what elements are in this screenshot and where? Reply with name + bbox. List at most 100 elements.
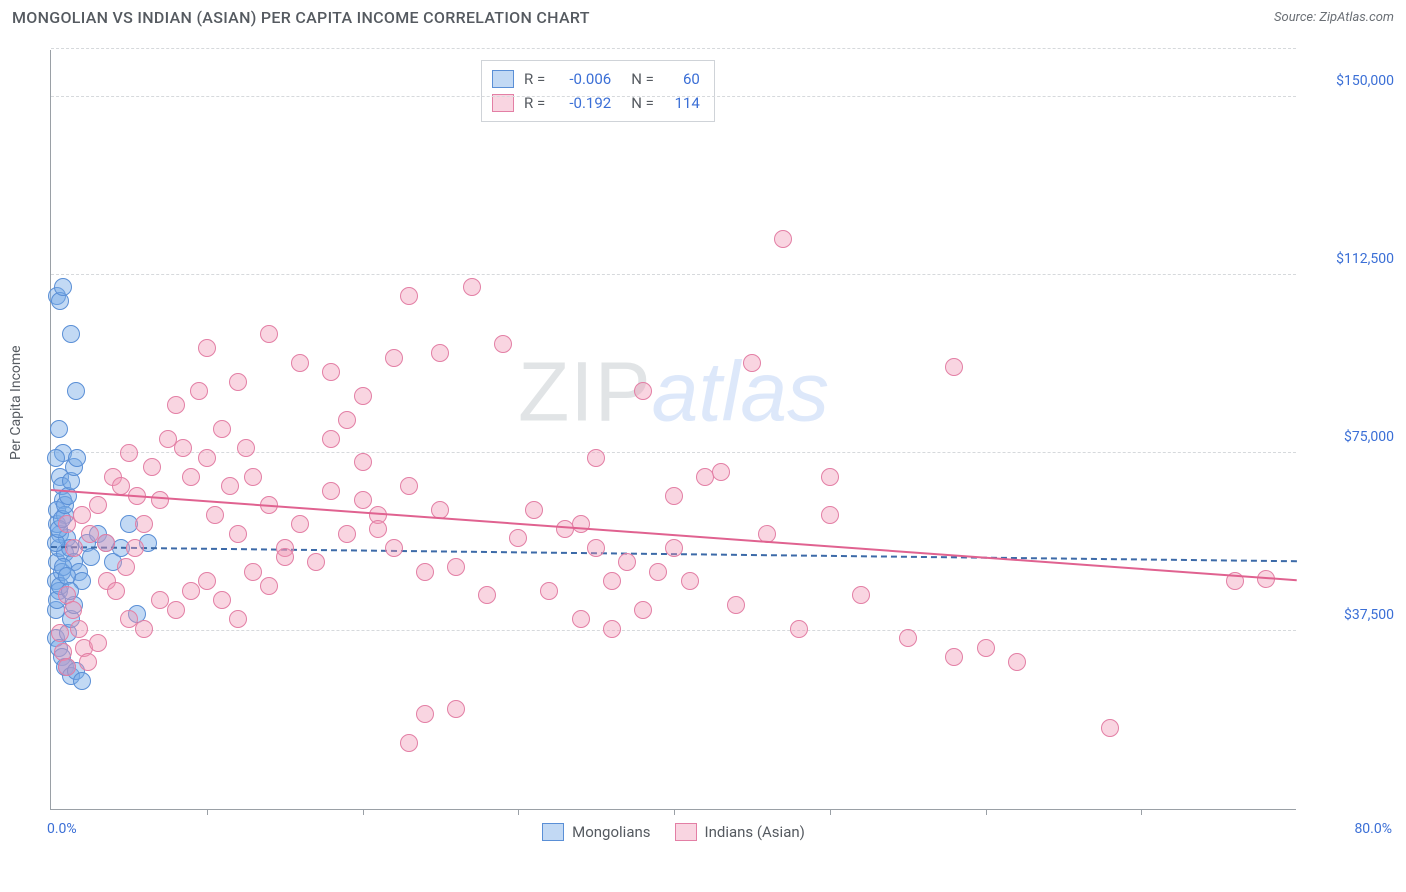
data-point: [182, 468, 200, 486]
data-point: [276, 548, 294, 566]
gridline: [51, 48, 1296, 49]
data-point: [68, 449, 86, 467]
x-tick: [674, 809, 675, 815]
watermark-atlas: atlas: [652, 344, 829, 438]
data-point: [369, 520, 387, 538]
data-point: [73, 672, 91, 690]
data-point: [447, 700, 465, 718]
legend-swatch: [492, 94, 514, 112]
data-point: [126, 539, 144, 557]
data-point: [65, 539, 83, 557]
y-tick-label: $75,000: [1304, 429, 1394, 445]
n-value: 60: [664, 70, 700, 88]
data-point: [977, 639, 995, 657]
data-point: [618, 553, 636, 571]
data-point: [198, 449, 216, 467]
plot-area: ZIPatlas R =-0.006N =60R =-0.192N =114 M…: [50, 50, 1296, 810]
r-value: -0.006: [555, 70, 611, 88]
data-point: [354, 387, 372, 405]
data-point: [634, 382, 652, 400]
data-point: [135, 620, 153, 638]
data-point: [291, 354, 309, 372]
data-point: [665, 487, 683, 505]
data-point: [213, 591, 231, 609]
data-point: [400, 477, 418, 495]
data-point: [143, 458, 161, 476]
data-point: [89, 634, 107, 652]
legend-series: MongoliansIndians (Asian): [51, 823, 1296, 841]
data-point: [135, 515, 153, 533]
data-point: [174, 439, 192, 457]
data-point: [478, 586, 496, 604]
chart-container: Per Capita Income ZIPatlas R = -0.006 N = 6…: [0, 40, 1406, 860]
watermark: ZIPatlas: [518, 343, 829, 440]
data-point: [945, 648, 963, 666]
data-point: [47, 449, 65, 467]
data-point: [322, 430, 340, 448]
data-point: [82, 548, 100, 566]
data-point: [665, 539, 683, 557]
data-point: [821, 506, 839, 524]
data-point: [1101, 719, 1119, 737]
data-point: [260, 577, 278, 595]
data-point: [540, 582, 558, 600]
data-point: [572, 515, 590, 533]
data-point: [229, 525, 247, 543]
data-point: [447, 558, 465, 576]
watermark-zip: ZIP: [518, 344, 652, 438]
source-attribution: Source: ZipAtlas.com: [1274, 10, 1394, 25]
r-label: R =: [524, 94, 545, 112]
data-point: [244, 468, 262, 486]
data-point: [50, 420, 68, 438]
y-tick-label: $112,500: [1304, 251, 1394, 267]
y-axis-label: Per Capita Income: [8, 345, 24, 460]
data-point: [509, 529, 527, 547]
legend-stat-row: R = -0.006 N = 60: [492, 67, 700, 91]
gridline: [51, 274, 1296, 275]
data-point: [727, 596, 745, 614]
x-tick: [363, 809, 364, 815]
data-point: [338, 525, 356, 543]
data-point: [117, 558, 135, 576]
data-point: [603, 572, 621, 590]
data-point: [416, 563, 434, 581]
data-point: [1008, 653, 1026, 671]
data-point: [190, 382, 208, 400]
chart-title: MONGOLIAN VS INDIAN (ASIAN) PER CAPITA I…: [12, 8, 590, 27]
data-point: [681, 572, 699, 590]
data-point: [354, 453, 372, 471]
gridline: [51, 96, 1296, 97]
data-point: [167, 396, 185, 414]
data-point: [89, 496, 107, 514]
data-point: [774, 230, 792, 248]
data-point: [244, 563, 262, 581]
legend-swatch: [542, 823, 564, 841]
x-tick: [1141, 809, 1142, 815]
y-tick-label: $37,500: [1304, 607, 1394, 623]
x-axis-min-label: 0.0%: [47, 821, 77, 837]
data-point: [400, 287, 418, 305]
data-point: [821, 468, 839, 486]
r-value: -0.192: [555, 94, 611, 112]
r-label: R =: [524, 70, 545, 88]
data-point: [229, 610, 247, 628]
n-label: N =: [631, 70, 654, 88]
data-point: [58, 658, 76, 676]
data-point: [354, 491, 372, 509]
data-point: [790, 620, 808, 638]
legend-item: Mongolians: [542, 823, 650, 841]
data-point: [307, 553, 325, 571]
data-point: [712, 463, 730, 481]
data-point: [107, 582, 125, 600]
legend-stats-box: R =-0.006N =60R =-0.192N =114: [481, 60, 715, 122]
gridline: [51, 630, 1296, 631]
data-point: [852, 586, 870, 604]
data-point: [229, 373, 247, 391]
data-point: [213, 420, 231, 438]
data-point: [400, 734, 418, 752]
data-point: [167, 601, 185, 619]
data-point: [649, 563, 667, 581]
x-tick: [830, 809, 831, 815]
y-tick-label: $150,000: [1304, 73, 1394, 89]
x-tick: [207, 809, 208, 815]
